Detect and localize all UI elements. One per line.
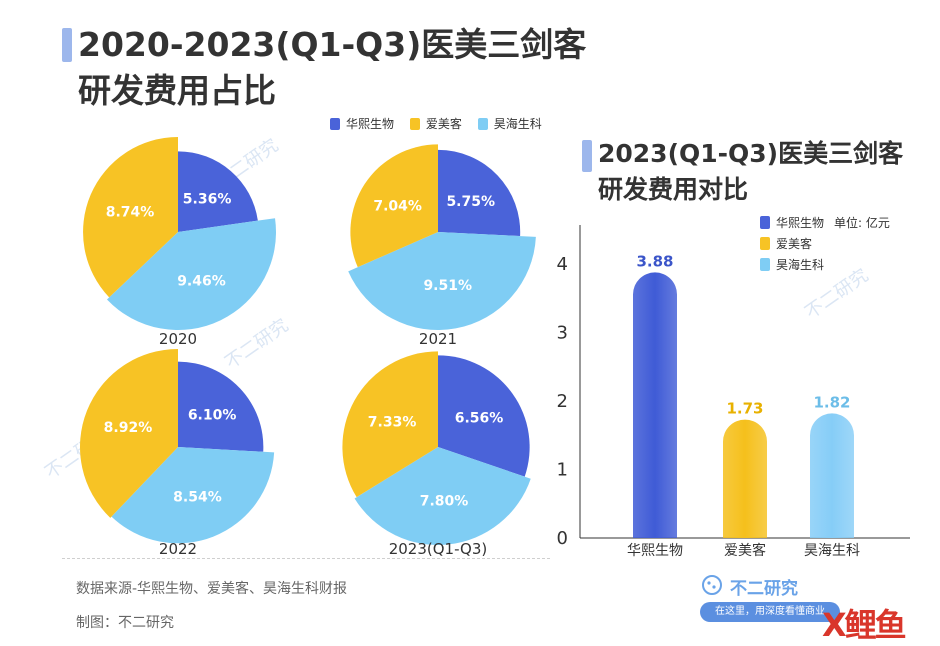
slice-aimeike <box>342 351 438 498</box>
y-tick-label: 4 <box>557 254 568 275</box>
slice-huaxi <box>438 149 521 237</box>
pie-value-label: 9.46% <box>177 274 226 290</box>
slice-haohai <box>348 232 536 330</box>
bar-huaxi <box>633 272 677 538</box>
footer-divider <box>62 558 550 559</box>
bar-legend: 华熙生物 单位: 亿元 爱美客 昊海生科 <box>760 212 890 275</box>
x-tick-label: 昊海生科 <box>804 543 860 559</box>
y-tick-label: 0 <box>557 528 568 549</box>
y-tick-label: 2 <box>557 391 568 412</box>
bar-legend-item-haohai: 昊海生科 <box>760 254 890 275</box>
bar-chart: 0 1 2 3 4 3.88 华熙生物 1.73 爱美客 1.82 昊海生科 <box>557 225 910 559</box>
slice-aimeike <box>83 137 178 298</box>
data-source: 数据来源-华熙生物、爱美客、昊海生科财报 <box>76 581 348 597</box>
pie-value-label: 8.92% <box>104 420 153 436</box>
x-tick-label: 华熙生物 <box>627 543 683 559</box>
legend-item-huaxi: 华熙生物 <box>330 115 394 132</box>
slice-huaxi <box>438 355 530 477</box>
brand-name: 不二研究 <box>730 579 798 599</box>
pie-chart-2021: 5.75% 7.04% 9.51% <box>348 144 536 330</box>
slice-haohai <box>111 447 275 544</box>
y-tick-label: 3 <box>557 323 568 344</box>
page-title: 2020-2023(Q1-Q3)医美三剑客 研发费用占比 <box>78 22 586 114</box>
pie-value-label: 6.56% <box>455 411 504 427</box>
bar-legend-item-aimeike: 爱美客 <box>760 233 890 254</box>
bar-value-label: 3.88 <box>636 252 673 270</box>
bar-aimeike <box>723 419 767 538</box>
slice-aimeike <box>79 349 178 518</box>
pie-value-label: 5.36% <box>183 191 232 207</box>
pie-chart-2023: 6.56% 7.33% 7.80% <box>342 351 531 545</box>
slice-aimeike <box>350 144 438 268</box>
bar-value-label: 1.82 <box>813 393 850 411</box>
x-tick-label: 爱美客 <box>724 542 766 559</box>
pie-value-label: 8.54% <box>173 489 222 505</box>
legend-item-aimeike: 爱美客 <box>409 115 462 132</box>
pie-year-label: 2022 <box>158 540 198 558</box>
title-accent-bar <box>62 28 72 62</box>
pie-value-label: 6.10% <box>188 408 237 424</box>
pie-value-label: 7.33% <box>368 414 417 430</box>
slice-haohai <box>106 218 276 330</box>
pie-value-label: 7.04% <box>373 199 422 215</box>
page-title-line1: 2020-2023(Q1-Q3)医美三剑客 <box>78 25 587 64</box>
bar-title-accent-bar <box>582 140 592 172</box>
slice-huaxi <box>178 151 258 232</box>
bar-chart-title: 2023(Q1-Q3)医美三剑客 研发费用对比 <box>598 136 903 208</box>
red-watermark-logo: X鲤鱼 <box>822 606 907 644</box>
legend-item-haohai: 昊海生科 <box>477 115 542 132</box>
page-title-line2: 研发费用占比 <box>78 71 276 110</box>
bar-title-line1: 2023(Q1-Q3)医美三剑客 <box>598 139 904 168</box>
pie-year-label: 2020 <box>158 330 198 348</box>
y-tick-label: 1 <box>557 460 568 481</box>
pie-chart-2022: 6.10% 8.92% 8.54% <box>79 349 275 544</box>
slice-huaxi <box>178 361 264 452</box>
pie-legend: 华熙生物 爱美客 昊海生科 <box>330 115 554 133</box>
pie-year-label: 2023(Q1-Q3) <box>388 540 488 558</box>
bar-value-label: 1.73 <box>726 400 763 418</box>
pie-value-label: 8.74% <box>106 204 155 220</box>
unit-label: 单位: 亿元 <box>834 216 890 230</box>
pie-value-label: 7.80% <box>420 494 469 510</box>
bar-title-line2: 研发费用对比 <box>598 175 749 204</box>
pie-chart-2020: 5.36% 8.74% 9.46% <box>83 137 276 330</box>
brand-logo-icon <box>702 575 722 595</box>
brand-slogan: 在这里，用深度看懂商业 <box>700 602 840 622</box>
bar-legend-item-huaxi: 华熙生物 单位: 亿元 <box>760 212 890 233</box>
pie-year-label: 2021 <box>418 330 458 348</box>
pie-value-label: 5.75% <box>446 194 495 210</box>
pie-value-label: 9.51% <box>423 278 472 294</box>
chart-credit: 制图：不二研究 <box>76 615 174 631</box>
bar-haohai <box>810 413 854 538</box>
slice-haohai <box>354 447 531 545</box>
